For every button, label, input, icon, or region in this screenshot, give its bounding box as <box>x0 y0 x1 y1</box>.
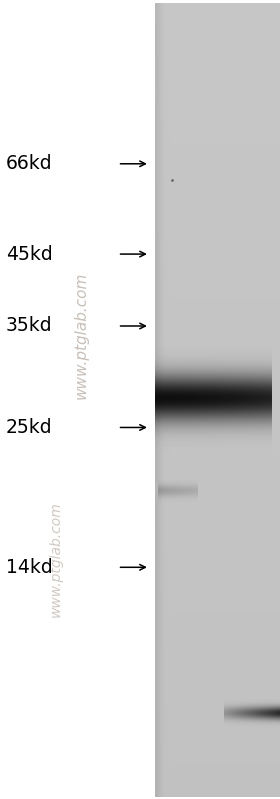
Text: 14kd: 14kd <box>6 558 52 577</box>
Text: 35kd: 35kd <box>6 316 52 336</box>
Text: 66kd: 66kd <box>6 154 52 173</box>
Text: www.ptglab.com: www.ptglab.com <box>74 272 89 400</box>
Text: 25kd: 25kd <box>6 418 52 437</box>
Text: www.ptglab.com: www.ptglab.com <box>49 502 63 617</box>
Text: 45kd: 45kd <box>6 244 52 264</box>
